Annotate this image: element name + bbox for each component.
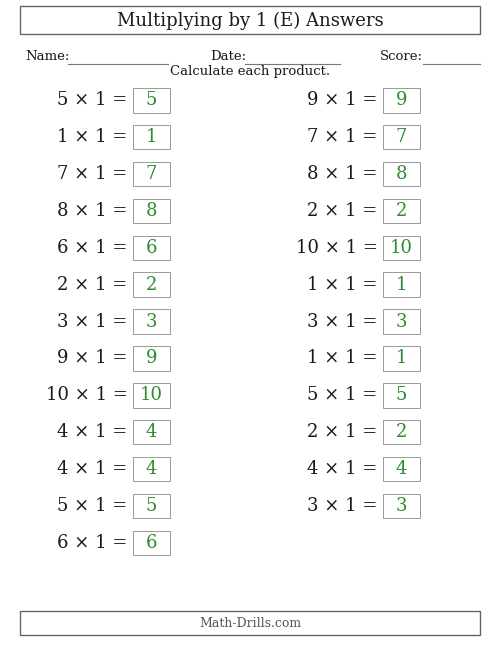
Text: 7 × 1 =: 7 × 1 = — [57, 165, 128, 183]
FancyBboxPatch shape — [382, 420, 420, 444]
Text: 3 × 1 =: 3 × 1 = — [307, 313, 378, 331]
Text: 7: 7 — [146, 165, 157, 183]
FancyBboxPatch shape — [20, 6, 480, 34]
Text: 4: 4 — [396, 460, 407, 478]
FancyBboxPatch shape — [382, 236, 420, 260]
Text: 1: 1 — [146, 128, 157, 146]
FancyBboxPatch shape — [132, 346, 170, 371]
Text: 8: 8 — [396, 165, 407, 183]
Text: 1: 1 — [396, 349, 407, 367]
Text: 9 × 1 =: 9 × 1 = — [57, 349, 128, 367]
Text: 7: 7 — [396, 128, 407, 146]
Text: Date:: Date: — [210, 50, 246, 63]
FancyBboxPatch shape — [382, 346, 420, 371]
Text: 6: 6 — [146, 534, 157, 552]
Text: 10 × 1 =: 10 × 1 = — [296, 239, 378, 257]
Text: 2 × 1 =: 2 × 1 = — [307, 202, 378, 220]
Text: 6: 6 — [146, 239, 157, 257]
Text: 4 × 1 =: 4 × 1 = — [57, 423, 128, 441]
Text: 5: 5 — [146, 91, 157, 109]
FancyBboxPatch shape — [382, 272, 420, 297]
Text: 9 × 1 =: 9 × 1 = — [307, 91, 378, 109]
Text: 5: 5 — [146, 497, 157, 515]
Text: 5 × 1 =: 5 × 1 = — [307, 386, 378, 404]
FancyBboxPatch shape — [132, 272, 170, 297]
FancyBboxPatch shape — [132, 162, 170, 186]
Text: 9: 9 — [396, 91, 407, 109]
Text: 1: 1 — [396, 276, 407, 294]
FancyBboxPatch shape — [382, 309, 420, 334]
Text: 3: 3 — [146, 313, 157, 331]
Text: 8 × 1 =: 8 × 1 = — [57, 202, 128, 220]
Text: 5 × 1 =: 5 × 1 = — [57, 91, 128, 109]
Text: 1 × 1 =: 1 × 1 = — [57, 128, 128, 146]
Text: 3: 3 — [396, 313, 407, 331]
Text: 6 × 1 =: 6 × 1 = — [57, 534, 128, 552]
FancyBboxPatch shape — [132, 199, 170, 223]
Text: 4 × 1 =: 4 × 1 = — [307, 460, 378, 478]
FancyBboxPatch shape — [132, 125, 170, 149]
Text: 4 × 1 =: 4 × 1 = — [57, 460, 128, 478]
Text: 2 × 1 =: 2 × 1 = — [307, 423, 378, 441]
Text: 6 × 1 =: 6 × 1 = — [57, 239, 128, 257]
Text: 2 × 1 =: 2 × 1 = — [57, 276, 128, 294]
Text: 3 × 1 =: 3 × 1 = — [307, 497, 378, 515]
FancyBboxPatch shape — [382, 199, 420, 223]
FancyBboxPatch shape — [132, 420, 170, 444]
Text: 9: 9 — [146, 349, 157, 367]
Text: 7 × 1 =: 7 × 1 = — [307, 128, 378, 146]
Text: 2: 2 — [396, 202, 407, 220]
Text: Multiplying by 1 (E) Answers: Multiplying by 1 (E) Answers — [116, 11, 384, 30]
Text: 4: 4 — [146, 423, 157, 441]
Text: 2: 2 — [396, 423, 407, 441]
Text: Math-Drills.com: Math-Drills.com — [199, 617, 301, 630]
Text: 3 × 1 =: 3 × 1 = — [57, 313, 128, 331]
Text: Calculate each product.: Calculate each product. — [170, 65, 330, 78]
Text: Score:: Score: — [380, 50, 423, 63]
Text: Name:: Name: — [25, 50, 70, 63]
Text: 10 × 1 =: 10 × 1 = — [46, 386, 128, 404]
FancyBboxPatch shape — [382, 383, 420, 408]
Text: 4: 4 — [146, 460, 157, 478]
Text: 1 × 1 =: 1 × 1 = — [307, 276, 378, 294]
FancyBboxPatch shape — [132, 236, 170, 260]
FancyBboxPatch shape — [382, 125, 420, 149]
FancyBboxPatch shape — [132, 383, 170, 408]
FancyBboxPatch shape — [132, 309, 170, 334]
FancyBboxPatch shape — [132, 531, 170, 555]
FancyBboxPatch shape — [382, 88, 420, 113]
Text: 8: 8 — [146, 202, 157, 220]
FancyBboxPatch shape — [20, 611, 480, 635]
Text: 2: 2 — [146, 276, 157, 294]
Text: 3: 3 — [396, 497, 407, 515]
Text: 10: 10 — [390, 239, 413, 257]
FancyBboxPatch shape — [382, 494, 420, 518]
FancyBboxPatch shape — [132, 457, 170, 481]
FancyBboxPatch shape — [132, 494, 170, 518]
Text: 5: 5 — [396, 386, 407, 404]
FancyBboxPatch shape — [382, 162, 420, 186]
Text: 1 × 1 =: 1 × 1 = — [307, 349, 378, 367]
Text: 8 × 1 =: 8 × 1 = — [307, 165, 378, 183]
Text: 5 × 1 =: 5 × 1 = — [57, 497, 128, 515]
FancyBboxPatch shape — [382, 457, 420, 481]
FancyBboxPatch shape — [132, 88, 170, 113]
Text: 10: 10 — [140, 386, 163, 404]
